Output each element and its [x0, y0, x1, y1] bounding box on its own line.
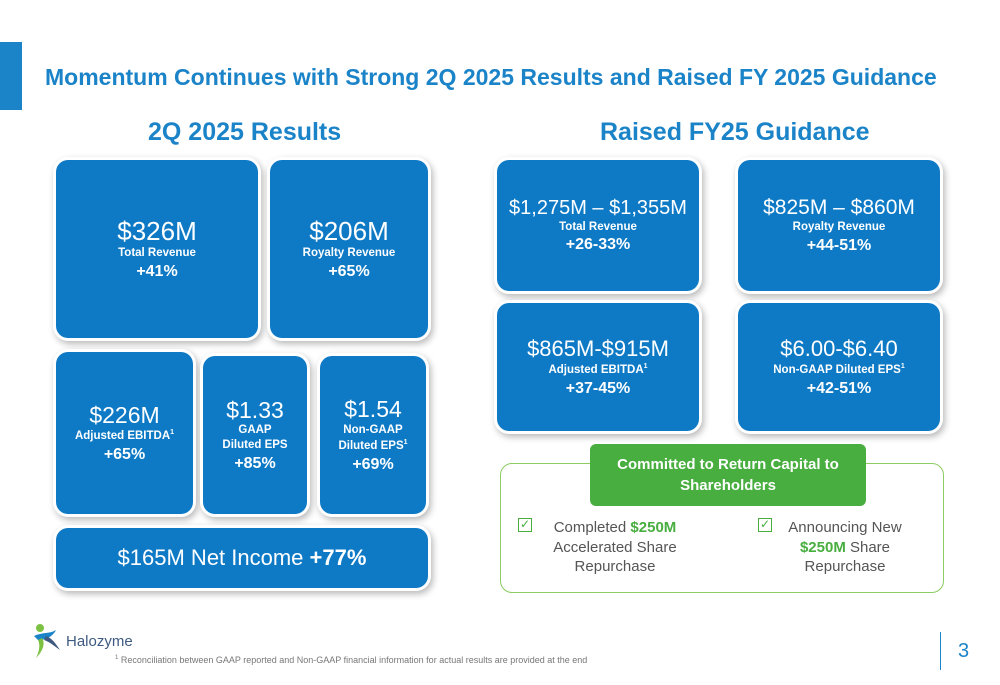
guidance-adj-ebitda-growth: +37-45% [565, 379, 631, 397]
gaap-eps-label-1: GAAP [238, 424, 272, 437]
total-revenue-growth: +41% [136, 263, 178, 281]
royalty-revenue-value: $206M [309, 215, 389, 246]
page-number-divider [940, 632, 941, 670]
adj-ebitda-growth: +65% [103, 446, 146, 464]
total-revenue-tile: $326M Total Revenue +41% [56, 160, 258, 338]
nongaap-eps-growth: +69% [352, 455, 394, 473]
check-icon: ✓ [518, 517, 532, 532]
gaap-eps-tile: $1.33 GAAP Diluted EPS +85% [203, 356, 307, 514]
guidance-nongaap-eps-value: $6.00-$6.40 [780, 336, 898, 362]
guidance-nongaap-eps-growth: +42-51% [806, 379, 872, 397]
adj-ebitda-tile: $226M Adjusted EBITDA1 +65% [56, 352, 193, 514]
nongaap-eps-label-1: Non-GAAP [343, 423, 403, 436]
gaap-eps-value: $1.33 [226, 396, 284, 423]
total-revenue-label: Total Revenue [118, 247, 196, 260]
guidance-nongaap-eps-tile: $6.00-$6.40 Non-GAAP Diluted EPS1 +42-51… [738, 303, 940, 431]
halozyme-logo-text: Halozyme [66, 632, 133, 650]
royalty-revenue-growth: +65% [328, 263, 370, 281]
slide-title: Momentum Continues with Strong 2Q 2025 R… [45, 64, 937, 90]
gaap-eps-growth: +85% [234, 455, 276, 473]
total-revenue-value: $326M [117, 215, 197, 246]
title-accent-bar [0, 42, 22, 110]
halozyme-logo-icon [34, 624, 60, 658]
guidance-adj-ebitda-label: Adjusted EBITDA1 [548, 362, 648, 376]
guidance-royalty-revenue-growth: +44-51% [806, 237, 872, 255]
guidance-royalty-revenue-value: $825M – $860M [763, 195, 915, 219]
halozyme-logo: Halozyme [30, 622, 133, 660]
gaap-eps-label-2: Diluted EPS [222, 439, 288, 452]
guidance-total-revenue-value: $1,275M – $1,355M [509, 196, 687, 219]
capital-return-header: Committed to Return Capital to Sharehold… [590, 444, 866, 506]
guidance-royalty-revenue-tile: $825M – $860M Royalty Revenue +44-51% [738, 160, 940, 291]
adj-ebitda-label: Adjusted EBITDA1 [74, 429, 175, 443]
nongaap-eps-tile: $1.54 Non-GAAP Diluted EPS1 +69% [320, 356, 426, 514]
net-income-tile: $165M Net Income +77% [56, 528, 428, 588]
capital-item-completed: Completed $250M Accelerated Share Repurc… [553, 519, 677, 575]
page-number: 3 [958, 640, 970, 662]
royalty-revenue-label: Royalty Revenue [302, 247, 396, 260]
capital-item-announcing: Announcing New $250M Share Repurchase [788, 519, 902, 575]
guidance-adj-ebitda-value: $865M-$915M [527, 336, 669, 362]
guidance-total-revenue-growth: +26-33% [565, 236, 631, 254]
guidance-nongaap-eps-label: Non-GAAP Diluted EPS1 [773, 362, 905, 376]
guidance-section-title: Raised FY25 Guidance [600, 118, 870, 146]
guidance-total-revenue-tile: $1,275M – $1,355M Total Revenue +26-33% [497, 160, 699, 291]
net-income-text: $165M Net Income +77% [117, 545, 367, 570]
nongaap-eps-label-2: Diluted EPS1 [338, 438, 408, 452]
guidance-royalty-revenue-label: Royalty Revenue [792, 221, 886, 234]
nongaap-eps-value: $1.54 [344, 396, 402, 423]
results-section-title: 2Q 2025 Results [148, 118, 342, 146]
royalty-revenue-tile: $206M Royalty Revenue +65% [270, 160, 428, 338]
guidance-total-revenue-label: Total Revenue [559, 220, 637, 233]
guidance-adj-ebitda-tile: $865M-$915M Adjusted EBITDA1 +37-45% [497, 303, 699, 431]
adj-ebitda-value: $226M [89, 401, 160, 428]
check-icon: ✓ [758, 517, 772, 532]
footnote: 1 Reconciliation between GAAP reported a… [115, 655, 588, 665]
